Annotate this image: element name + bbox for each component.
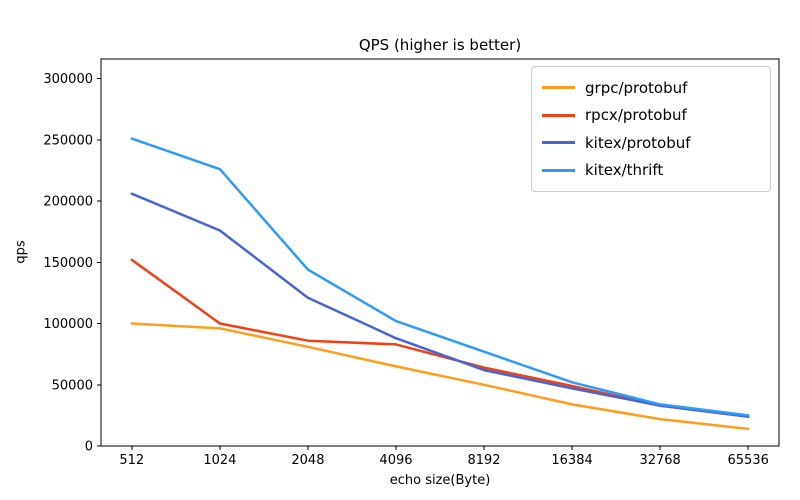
axes-spines bbox=[100, 58, 780, 447]
legend-line-swatch bbox=[542, 141, 575, 145]
legend-label: kitex/thrift bbox=[585, 161, 664, 180]
legend-item-grpc-protobuf: grpc/protobuf bbox=[542, 74, 760, 102]
y-tick-label: 100000 bbox=[43, 317, 93, 332]
legend-label: rpcx/protobuf bbox=[585, 106, 687, 125]
series-line-rpcx-protobuf bbox=[130, 258, 750, 418]
legend-item-kitex-thrift: kitex/thrift bbox=[542, 157, 760, 185]
legend-line-swatch bbox=[542, 168, 575, 172]
x-tick-label: 2048 bbox=[291, 453, 324, 468]
series-line-kitex-thrift bbox=[130, 137, 750, 417]
y-tick-label: 300000 bbox=[43, 72, 93, 87]
x-tick-label: 32768 bbox=[639, 453, 680, 468]
legend: grpc/protobuf rpcx/protobuf kitex/protobuf… bbox=[531, 66, 771, 192]
legend-line-swatch bbox=[542, 86, 575, 90]
x-tick-label: 8192 bbox=[467, 453, 500, 468]
series-line-grpc-protobuf bbox=[130, 322, 750, 431]
legend-line-swatch bbox=[542, 113, 575, 117]
y-tick-label: 250000 bbox=[43, 133, 93, 148]
chart-title: QPS (higher is better) bbox=[358, 36, 522, 54]
legend-label: grpc/protobuf bbox=[585, 78, 688, 97]
y-tick-label: 50000 bbox=[52, 378, 93, 393]
legend-item-rpcx-protobuf: rpcx/protobuf bbox=[542, 102, 760, 130]
y-tick-label: 0 bbox=[85, 440, 93, 455]
y-tick-label: 200000 bbox=[43, 195, 93, 210]
series-line-kitex-protobuf bbox=[130, 192, 750, 418]
legend-label: kitex/protobuf bbox=[585, 133, 691, 152]
legend-item-kitex-protobuf: kitex/protobuf bbox=[542, 129, 760, 157]
x-tick-label: 65536 bbox=[728, 453, 769, 468]
x-tick-label: 4096 bbox=[379, 453, 412, 468]
x-axis-label: echo size(Byte) bbox=[389, 473, 491, 488]
x-tick-label: 16384 bbox=[551, 453, 592, 468]
x-tick-label: 512 bbox=[119, 453, 144, 468]
x-tick-label: 1024 bbox=[203, 453, 236, 468]
y-tick-label: 150000 bbox=[43, 256, 93, 271]
